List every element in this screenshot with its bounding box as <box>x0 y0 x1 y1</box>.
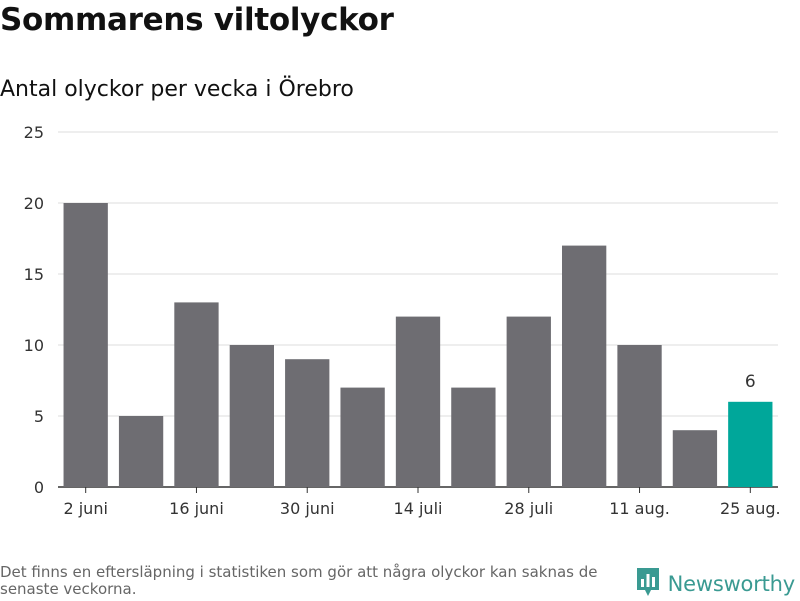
x-tick-label: 25 aug. <box>720 499 781 518</box>
x-tick-label: 16 juni <box>169 499 224 518</box>
bars <box>63 203 773 487</box>
y-tick-label: 15 <box>24 265 44 284</box>
bar-chart: 0 5 10 15 20 25 6 2 juni 16 juni 30 juni 14 juli… <box>24 123 781 518</box>
newsworthy-logo-icon <box>636 567 660 601</box>
chart-title: Sommarens viltolyckor <box>0 2 394 38</box>
x-tick-label: 2 juni <box>63 499 107 518</box>
bar-2-juni <box>63 203 108 487</box>
bar-21-juli <box>451 387 496 487</box>
x-tick-label: 11 aug. <box>609 499 670 518</box>
y-tick-label: 10 <box>24 336 44 355</box>
y-tick-label: 5 <box>34 407 44 426</box>
y-tick-label: 20 <box>24 194 44 213</box>
y-tick-label: 25 <box>24 123 44 142</box>
bar-7-juli <box>340 387 385 487</box>
x-tick-label: 30 juni <box>280 499 335 518</box>
data-labels: 6 <box>745 372 756 392</box>
y-tick-label: 0 <box>34 478 44 497</box>
x-axis-tick-labels: 2 juni 16 juni 30 juni 14 juli 28 juli 11 aug… <box>63 487 781 518</box>
y-axis-tick-labels: 0 5 10 15 20 25 <box>24 123 44 497</box>
bar-30-juni <box>285 359 330 487</box>
bar-23-juni <box>229 345 274 487</box>
bar-18-aug- <box>672 430 718 487</box>
footnote: Det finns en eftersläpning i statistiken… <box>0 563 598 598</box>
bar-28-juli <box>506 316 551 487</box>
newsworthy-brand[interactable]: Newsworthy <box>636 568 795 600</box>
x-tick-label: 28 juli <box>504 499 553 518</box>
bar-11-aug- <box>617 345 662 487</box>
brand-name: Newsworthy <box>667 572 796 596</box>
bar-14-juli <box>395 316 441 487</box>
bar-16-juni <box>174 302 219 487</box>
x-tick-label: 14 juli <box>394 499 443 518</box>
bar-25-aug- <box>728 401 773 487</box>
chart-subtitle: Antal olyckor per vecka i Örebro <box>0 77 354 102</box>
bar-4-aug- <box>562 245 607 487</box>
data-label: 6 <box>745 372 756 392</box>
bar-9-juni <box>118 416 164 487</box>
